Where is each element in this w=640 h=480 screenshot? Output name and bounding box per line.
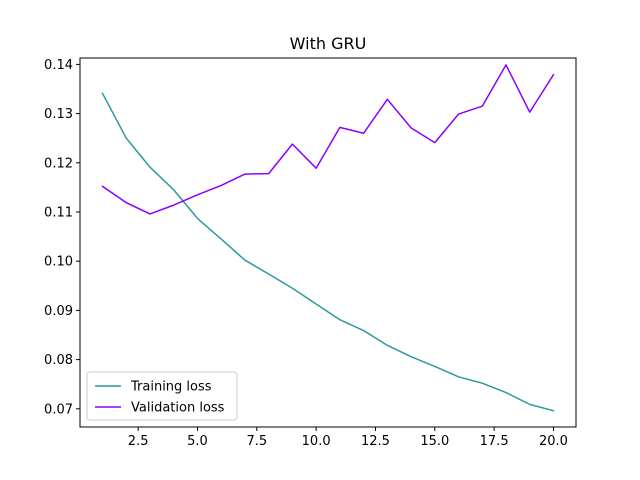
x-tick-label: 10.0: [302, 434, 331, 449]
y-tick-label: 0.12: [44, 156, 73, 171]
y-tick-label: 0.14: [44, 58, 73, 73]
legend-label: Training loss: [130, 380, 212, 395]
series-line-validation-loss: [101, 64, 555, 215]
chart-title: With GRU: [290, 34, 367, 53]
x-tick-label: 15.0: [420, 434, 449, 449]
legend-label: Validation loss: [131, 401, 225, 416]
y-tick-label: 0.09: [44, 304, 73, 319]
x-tick-label: 2.5: [128, 434, 149, 449]
y-tick-label: 0.13: [44, 107, 73, 122]
axes-frame: [79, 57, 577, 428]
x-tick-label: 7.5: [246, 434, 267, 449]
x-tick-label: 12.5: [361, 434, 390, 449]
legend-box: [86, 371, 238, 421]
x-tick-label: 17.5: [480, 434, 509, 449]
x-tick-label: 5.0: [187, 434, 208, 449]
y-tick-label: 0.08: [44, 353, 73, 368]
x-tick-label: 20.0: [539, 434, 568, 449]
y-tick-label: 0.07: [44, 402, 73, 417]
y-tick-label: 0.11: [44, 205, 73, 220]
y-tick-label: 0.10: [44, 255, 73, 270]
series-line-training-loss: [101, 92, 555, 412]
plot-area: 2.5 5.0 7.5 10.0 12.5 15.0 17.5 20.0 0.07 0.08 0.0…: [44, 57, 577, 449]
